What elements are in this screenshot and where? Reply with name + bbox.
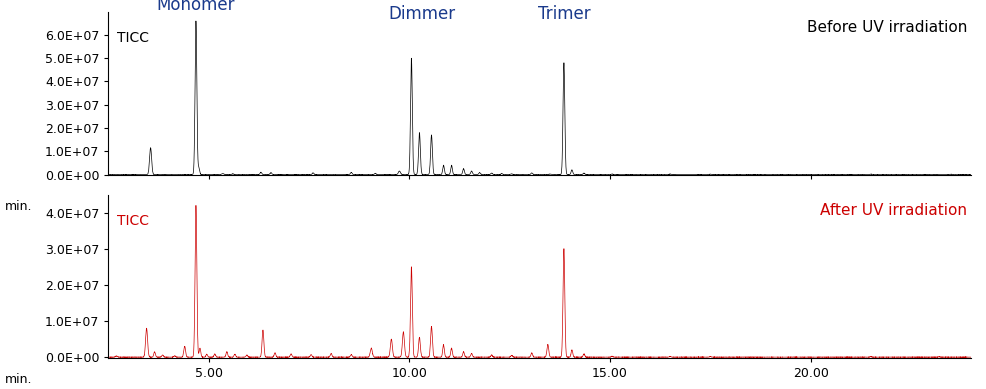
- Text: Monomer: Monomer: [157, 0, 236, 14]
- Text: TICC: TICC: [117, 214, 149, 228]
- Text: TICC: TICC: [117, 31, 149, 45]
- Text: Before UV irradiation: Before UV irradiation: [807, 20, 967, 35]
- Text: Trimer: Trimer: [537, 5, 591, 23]
- Text: Dimmer: Dimmer: [387, 5, 455, 23]
- Text: min.: min.: [5, 200, 33, 213]
- Text: min.: min.: [5, 373, 33, 386]
- Text: After UV irradiation: After UV irradiation: [820, 203, 967, 218]
